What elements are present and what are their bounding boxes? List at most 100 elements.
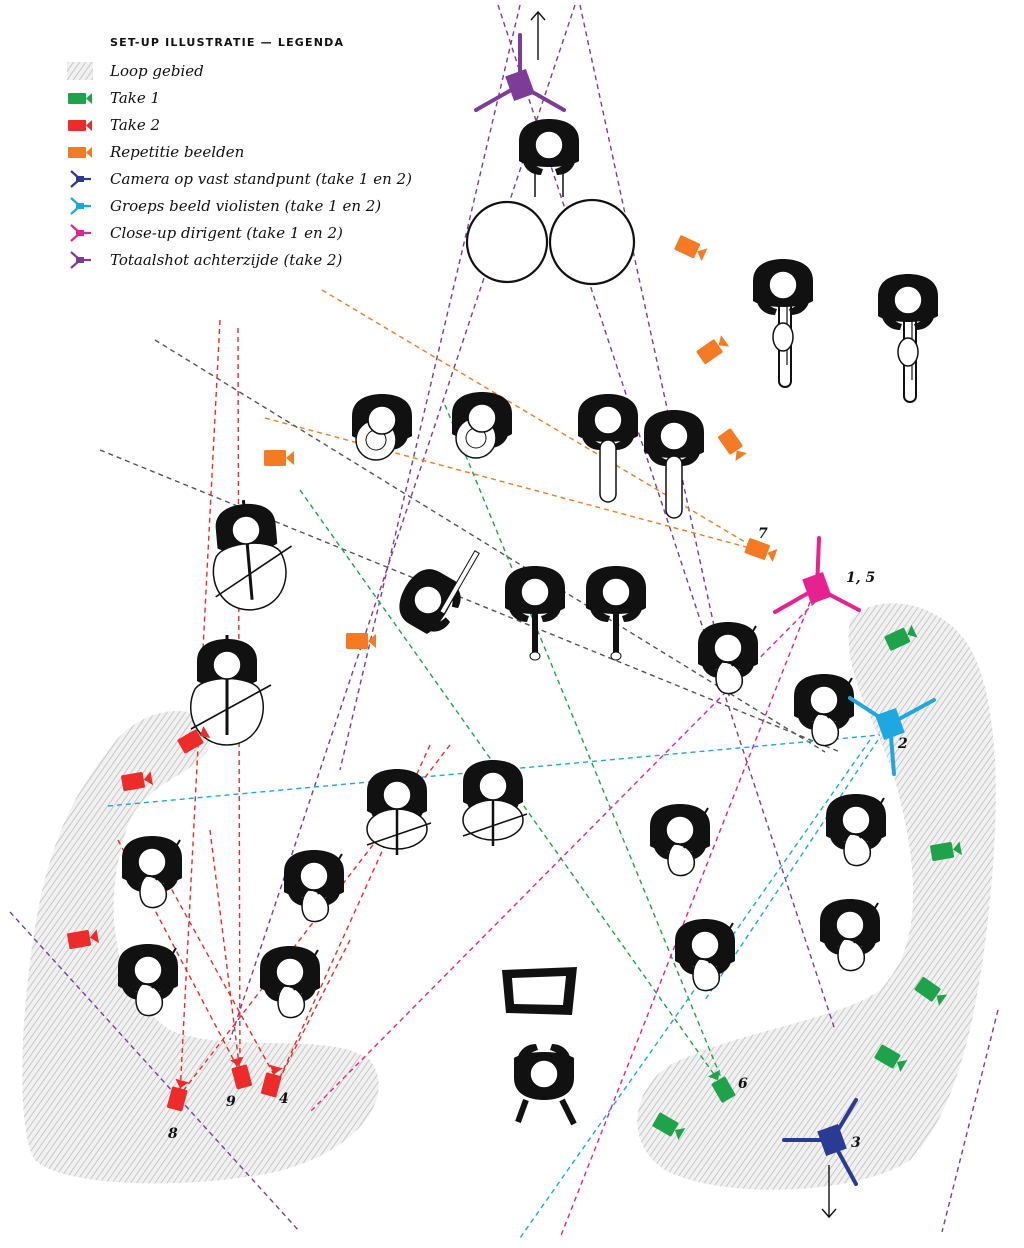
camera-sightlines: [9, 4, 999, 1239]
camera-number: 6: [738, 1076, 748, 1092]
timpani-drum: [465, 200, 549, 284]
musician-figure: [212, 499, 293, 611]
sightline: [321, 289, 756, 549]
musician-figure: [190, 635, 272, 746]
tripod-icon: [66, 250, 94, 269]
sightline: [209, 829, 241, 1073]
legend-item: Loop gebied: [66, 57, 412, 84]
musician-figure: [122, 836, 182, 909]
musician-figure: [118, 944, 178, 1017]
camera-icon: [67, 929, 99, 950]
musician-figure: [644, 410, 704, 519]
legend-item-label: Repetitie beelden: [110, 142, 245, 161]
legend-item-label: Take 2: [110, 115, 161, 134]
cameras: [67, 235, 962, 1141]
camera-icon: [874, 1044, 908, 1073]
walking-area-left: [22, 710, 379, 1184]
legend: SET-UP ILLUSTRATIE — LEGENDA Loop gebied…: [66, 36, 412, 273]
musician-figure: [753, 259, 813, 388]
musician-figure: [284, 850, 344, 923]
tripod-icon: [773, 536, 861, 614]
musician-figure: [578, 394, 638, 503]
conductor-stand: [502, 967, 577, 1015]
musician-figure: [352, 394, 412, 461]
sightline: [99, 449, 841, 753]
musician-figure: [519, 119, 579, 197]
camera-icon: [177, 725, 211, 754]
camera-icon: [264, 450, 294, 466]
musicians: [118, 119, 938, 1126]
legend-item-label: Groeps beeld violisten (take 1 en 2): [110, 196, 382, 215]
musician-figure: [586, 566, 646, 661]
legend-item: Camera op vast standpunt (take 1 en 2): [66, 165, 412, 192]
legend-item-label: Take 1: [110, 88, 161, 107]
hatch-swatch: [66, 61, 94, 80]
camera-icon: [66, 89, 94, 107]
musician-figure: [366, 769, 432, 855]
sightline: [339, 4, 521, 771]
tripod-icon: [66, 196, 94, 215]
tripod-icon: [66, 169, 94, 188]
legend-item: Groeps beeld violisten (take 1 en 2): [66, 192, 412, 219]
camera-icon: [914, 977, 948, 1006]
musician-figure: [878, 274, 938, 403]
camera-icon: [230, 1056, 253, 1090]
legend-item: Take 2: [66, 111, 412, 138]
walking-area-right: [637, 603, 996, 1190]
legend-item-label: Close-up dirigent (take 1 en 2): [110, 223, 343, 242]
sightline: [117, 839, 241, 1073]
musician-figure: [650, 804, 710, 877]
musician-figure: [452, 392, 512, 459]
camera-number: 1, 5: [846, 570, 875, 586]
sightline: [149, 849, 279, 1083]
camera-numbers: 1, 5 2 3 4 6 7 8 9: [168, 526, 908, 1151]
tripod-icon: [474, 33, 566, 112]
musician-figure: [462, 760, 528, 846]
direction-arrows: [530, 10, 837, 1219]
sightline: [444, 404, 723, 1081]
sightline: [579, 4, 731, 701]
musician-figure: [675, 919, 735, 992]
musician-figure: [794, 674, 854, 747]
camera-number: 7: [758, 526, 768, 542]
walking-areas: [22, 603, 996, 1190]
tripod-cameras: [474, 33, 936, 1186]
legend-item-label: Loop gebied: [110, 61, 204, 80]
legend-item: Repetitie beelden: [66, 138, 412, 165]
sightline: [264, 417, 751, 549]
sightline: [277, 744, 431, 1083]
sightline: [941, 1009, 999, 1233]
sightline: [519, 739, 871, 1239]
legend-item: Take 1: [66, 84, 412, 111]
sightline: [704, 739, 879, 1001]
musician-figure: [698, 622, 758, 695]
musician-figure: [820, 899, 880, 972]
tripod-icon: [66, 223, 94, 242]
legend-item: Close-up dirigent (take 1 en 2): [66, 219, 412, 246]
camera-number: 9: [226, 1094, 236, 1110]
camera-icon: [121, 771, 153, 792]
camera-icon: [718, 428, 747, 462]
musician-figure: [826, 794, 886, 867]
tripod-icon: [848, 696, 936, 776]
camera-icon: [696, 335, 730, 364]
arrow-down-icon: [821, 1165, 837, 1219]
sightline: [559, 601, 811, 1239]
camera-icon: [707, 1069, 736, 1103]
legend-item: Totaalshot achterzijde (take 2): [66, 246, 412, 273]
arrow-up-icon: [530, 10, 546, 60]
camera-icon: [66, 143, 94, 161]
legend-item-label: Totaalshot achterzijde (take 2): [110, 250, 343, 269]
musician-figure: [399, 550, 480, 634]
camera-icon: [260, 1064, 283, 1098]
camera-icon: [930, 841, 962, 862]
legend-item-label: Camera op vast standpunt (take 1 en 2): [110, 169, 412, 188]
camera-icon: [652, 1112, 686, 1141]
musician-figure: [505, 566, 565, 661]
timpani-drum: [548, 198, 636, 286]
camera-icon: [674, 235, 708, 262]
camera-number: 2: [897, 736, 908, 752]
camera-icon: [884, 624, 918, 651]
camera-icon: [346, 633, 376, 649]
